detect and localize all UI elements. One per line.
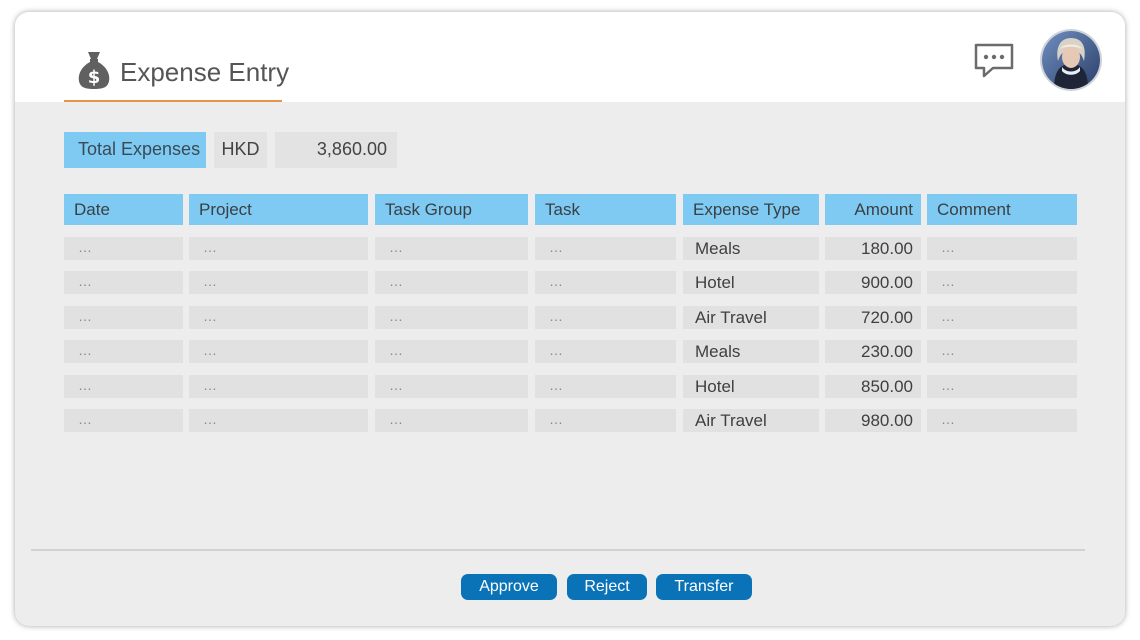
cell-expense-type[interactable]: Air Travel: [683, 305, 819, 329]
column-header-comment[interactable]: Comment: [927, 194, 1077, 225]
svg-text:$: $: [88, 67, 101, 88]
cell-comment[interactable]: …: [927, 409, 1077, 432]
currency-code: HKD: [214, 132, 267, 168]
cell-project[interactable]: …: [189, 409, 368, 432]
cell-project[interactable]: …: [189, 271, 368, 295]
cell-expense-type[interactable]: Hotel: [683, 271, 819, 295]
cell-comment[interactable]: …: [927, 374, 1077, 398]
cell-project[interactable]: …: [189, 237, 368, 260]
cell-amount[interactable]: 230.00: [825, 340, 921, 364]
cell-task[interactable]: …: [535, 374, 676, 398]
cell-date[interactable]: …: [64, 271, 183, 295]
cell-comment[interactable]: …: [927, 237, 1077, 260]
cell-task-group[interactable]: …: [375, 340, 528, 364]
cell-amount[interactable]: 850.00: [825, 374, 921, 398]
page-title: Expense Entry: [120, 57, 290, 87]
avatar-portrait: [1042, 31, 1100, 89]
cell-task-group[interactable]: …: [375, 237, 528, 260]
cell-date[interactable]: …: [64, 305, 183, 329]
total-expenses-value: 3,860.00: [275, 132, 397, 168]
cell-comment[interactable]: …: [927, 305, 1077, 329]
title-tab: $ Expense Entry: [64, 48, 289, 102]
cell-date[interactable]: …: [64, 340, 183, 364]
cell-expense-type[interactable]: Hotel: [683, 374, 819, 398]
cell-expense-type[interactable]: Meals: [683, 340, 819, 364]
column-header-expense-type[interactable]: Expense Type: [683, 194, 819, 225]
reject-button[interactable]: Reject: [567, 574, 647, 600]
cell-amount[interactable]: 980.00: [825, 409, 921, 432]
cell-task-group[interactable]: …: [375, 271, 528, 295]
cell-task[interactable]: …: [535, 305, 676, 329]
cell-project[interactable]: …: [189, 305, 368, 329]
cell-project[interactable]: …: [189, 340, 368, 364]
approve-button[interactable]: Approve: [461, 574, 557, 600]
cell-project[interactable]: …: [189, 374, 368, 398]
cell-task[interactable]: …: [535, 340, 676, 364]
cell-task[interactable]: …: [535, 271, 676, 295]
cell-comment[interactable]: …: [927, 340, 1077, 364]
column-header-task[interactable]: Task: [535, 194, 676, 225]
money-bag-icon: $: [78, 52, 110, 89]
cell-amount[interactable]: 720.00: [825, 305, 921, 329]
cell-amount[interactable]: 180.00: [825, 237, 921, 260]
chat-bubble-icon[interactable]: [973, 42, 1015, 80]
cell-task-group[interactable]: …: [375, 374, 528, 398]
cell-date[interactable]: …: [64, 374, 183, 398]
column-header-task-group[interactable]: Task Group: [375, 194, 528, 225]
cell-date[interactable]: …: [64, 237, 183, 260]
footer-divider: [31, 549, 1085, 551]
header-bar: $ Expense Entry: [15, 12, 1125, 102]
transfer-button[interactable]: Transfer: [656, 574, 752, 600]
user-avatar[interactable]: [1042, 31, 1100, 89]
expense-entry-card: $ Expense Entry: [15, 12, 1125, 626]
cell-expense-type[interactable]: Meals: [683, 237, 819, 260]
cell-task[interactable]: …: [535, 409, 676, 432]
cell-expense-type[interactable]: Air Travel: [683, 409, 819, 432]
total-expenses-label: Total Expenses: [64, 132, 206, 168]
cell-amount[interactable]: 900.00: [825, 271, 921, 295]
column-header-amount[interactable]: Amount: [825, 194, 921, 225]
column-header-project[interactable]: Project: [189, 194, 368, 225]
cell-task-group[interactable]: …: [375, 409, 528, 432]
cell-date[interactable]: …: [64, 409, 183, 432]
column-header-date[interactable]: Date: [64, 194, 183, 225]
cell-task[interactable]: …: [535, 237, 676, 260]
cell-task-group[interactable]: …: [375, 305, 528, 329]
cell-comment[interactable]: …: [927, 271, 1077, 295]
